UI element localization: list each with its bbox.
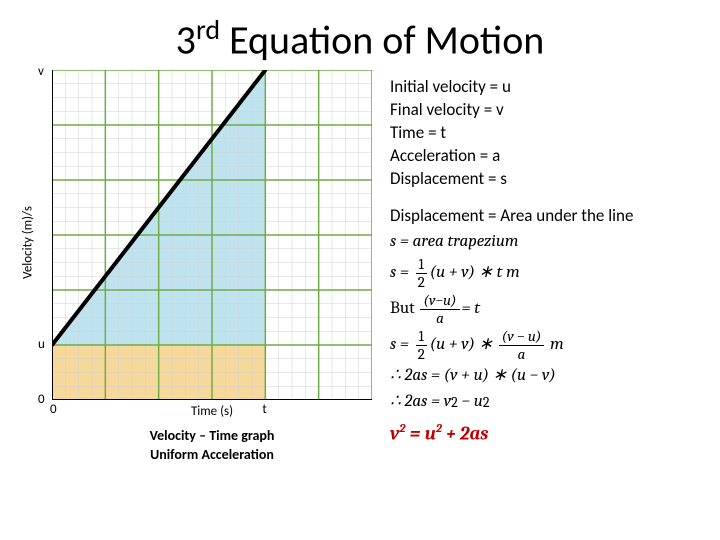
text-column: Initial velocity = u Final velocity = v … (378, 70, 702, 463)
def-s: Displacement = s (390, 168, 702, 191)
velocity-time-chart: v u 0 0 t Velocity (m)/s (52, 70, 372, 400)
eq-substituted: s = 12 (u + v) ∗ (v − u)a m (390, 329, 702, 362)
chart-caption: Velocity – Time graph Uniform Accelerati… (52, 427, 372, 463)
eq-half-uv-t: s = 12 (u + v) ∗ t m (390, 257, 702, 290)
def-t: Time = t (390, 122, 702, 145)
but-text: But (390, 298, 415, 321)
tick-zero-y: 0 (38, 392, 45, 407)
caption-line-2: Uniform Acceleration (150, 446, 274, 463)
tick-t: t (262, 402, 266, 417)
def-u: Initial velocity = u (390, 76, 702, 99)
tick-v: v (38, 64, 44, 79)
y-axis-label: Velocity (m)/s (21, 206, 36, 279)
eq-2as: ∴ 2as = (v + u) ∗ (u − v) (390, 365, 702, 388)
caption-line-1: Velocity – Time graph (150, 427, 275, 444)
chart-svg (52, 70, 372, 400)
eq-area-trapezium: s = area trapezium (390, 231, 702, 254)
page-title: 3rd Equation of Motion (0, 0, 720, 70)
definitions: Initial velocity = u Final velocity = v … (390, 76, 702, 191)
def-a: Acceleration = a (390, 145, 702, 168)
eq-heading: Displacement = Area under the line (390, 205, 702, 228)
def-v: Final velocity = v (390, 99, 702, 122)
tick-u: u (38, 337, 45, 352)
content-row: v u 0 0 t Velocity (m)/s Time (s) Veloci… (0, 70, 720, 463)
chart-column: v u 0 0 t Velocity (m)/s Time (s) Veloci… (18, 70, 378, 463)
x-axis-label: Time (s) (52, 404, 372, 419)
eq-but-line: But (v−u)a = t (390, 293, 702, 326)
eq-diff-squares: ∴ 2as = v2 − u2 (390, 391, 702, 414)
tick-zero-x: 0 (50, 402, 57, 417)
eq-final: v2 = u2 + 2as (390, 420, 702, 447)
